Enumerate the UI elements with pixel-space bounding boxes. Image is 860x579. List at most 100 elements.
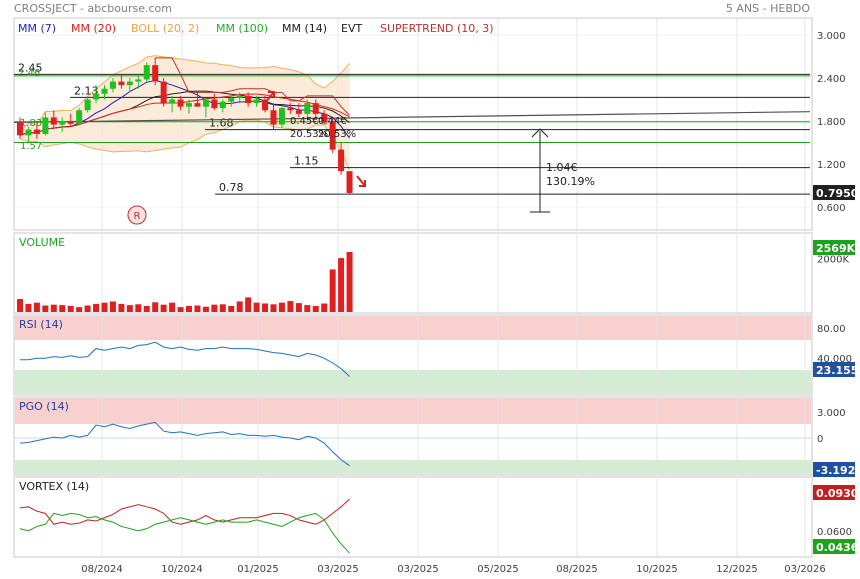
candle-body [287,108,294,111]
volume-bar [101,302,108,312]
volume-bar [177,307,184,312]
volume-panel-frame [13,232,813,314]
x-tick-label: 08/2024 [81,564,123,575]
candle-body [202,99,209,107]
legend-mm7: MM (7) [18,22,56,35]
bollinger-upper [19,55,350,133]
chart-title: CROSSJECT - abcbourse.com [14,2,172,15]
pgo-panel-frame [13,396,813,476]
candle-body [118,81,125,86]
supertrend-line [155,57,350,116]
level-label: 2.45 [18,61,43,74]
volume-tick-label: 2000K [817,254,849,265]
volume-bar [160,304,167,312]
candle-body [304,103,311,114]
pgo-series [19,421,350,467]
candle-body [312,103,319,114]
candle-body [84,99,91,111]
event-marker [127,205,147,225]
x-tick-label: 03/2025 [397,564,439,575]
candle-body [228,98,235,102]
volume-bar [211,304,218,312]
volume-bar [50,304,57,312]
supertrend-arrow-icon [263,91,275,105]
x-tick-label: 03/2026 [784,564,826,575]
x-tick-label: 12/2025 [716,564,758,575]
volume-bar [42,305,49,312]
volume-bar [76,307,83,312]
price-tick-label: 3.000 [817,31,846,42]
candle-body [50,117,57,125]
volume-bar [262,303,269,312]
candle-body [33,129,40,134]
volume-bar [84,305,91,312]
x-tick-label: 05/2025 [477,564,519,575]
x-tick-label: 01/2025 [237,564,279,575]
legend-mm14: MM (14) [282,22,327,35]
volume-bar [143,305,150,312]
candle-body [236,95,243,99]
candle-body [253,99,260,104]
candle-body [59,121,66,125]
volume-bars [17,252,353,312]
last-value-badges: 0.7950 2569K 23.155 -3.192 0.0930 0.0436 [813,185,859,554]
legend-evt: EVT [341,22,362,35]
measure-arrowhead [531,128,549,138]
overlay-label: 1.57 [20,141,42,152]
pgo-line [14,421,812,467]
price-tick-label: 1.200 [817,160,846,171]
vortex-tick-label: 0.0600 [817,527,852,538]
volume-panel-title: VOLUME [19,236,65,249]
price-overlay-labels: 2.461.831.570.45€ 0.44€20.53%20.53%1.04€1… [18,68,595,225]
volume-bar [278,302,285,312]
vortex-badge-plus-bg [813,485,855,500]
overlay-label: 20.53% [290,129,328,140]
axis-labels: 08/2024 10/2024 01/2025 03/2025 03/2025 05/20… [81,31,852,575]
vortex-lines [19,498,350,554]
level-label: 0.78 [219,181,244,194]
candle-body [93,93,100,100]
volume-bar [219,304,226,312]
volume-bar [25,303,32,312]
volume-bar [194,305,201,312]
last-price-badge-bg [813,185,855,201]
rsi-badge: 23.155 [816,364,858,377]
legend-mm20: MM (20) [71,22,116,35]
event-marker-label: R [134,211,141,222]
volume-bar [118,303,125,312]
candle-body [152,65,159,82]
volume-bar [228,305,235,312]
price-panel-frame [13,17,813,231]
volume-badge: 2569K [816,242,856,255]
volume-bar [253,302,260,312]
rsi-oversold-zone [15,370,811,394]
vortex-series [19,512,350,554]
legend-boll: BOLL (20, 2) [131,22,199,35]
volume-bar [126,305,133,312]
candle-body [101,88,108,94]
pgo-tick-label: 0 [817,434,823,445]
measure-percent: 130.19% [546,175,595,188]
volume-bar [295,303,302,312]
rsi-panel-title: RSI (14) [19,318,63,331]
measure-amount: 1.04€ [546,161,578,174]
candle-body [177,99,184,107]
volume-bar [67,305,74,312]
chart-period: 5 ANS - HEBDO [726,2,810,15]
volume-bar [236,301,243,312]
rsi-overbought-zone [15,316,811,340]
pgo-tick-label: 3.000 [817,408,846,419]
candle-body [346,171,353,194]
price-tick-label: 0.600 [817,203,846,214]
volume-bar [17,299,23,312]
candlesticks [17,57,353,195]
volume-bar [109,301,116,312]
candle-body [42,117,49,134]
volume-bar [152,302,159,312]
volume-bar [329,269,336,312]
candle-body [67,121,74,124]
rsi-tick-label: 40.000 [817,354,852,365]
candle-body [295,110,302,114]
price-tick-label: 2.400 [817,74,846,85]
